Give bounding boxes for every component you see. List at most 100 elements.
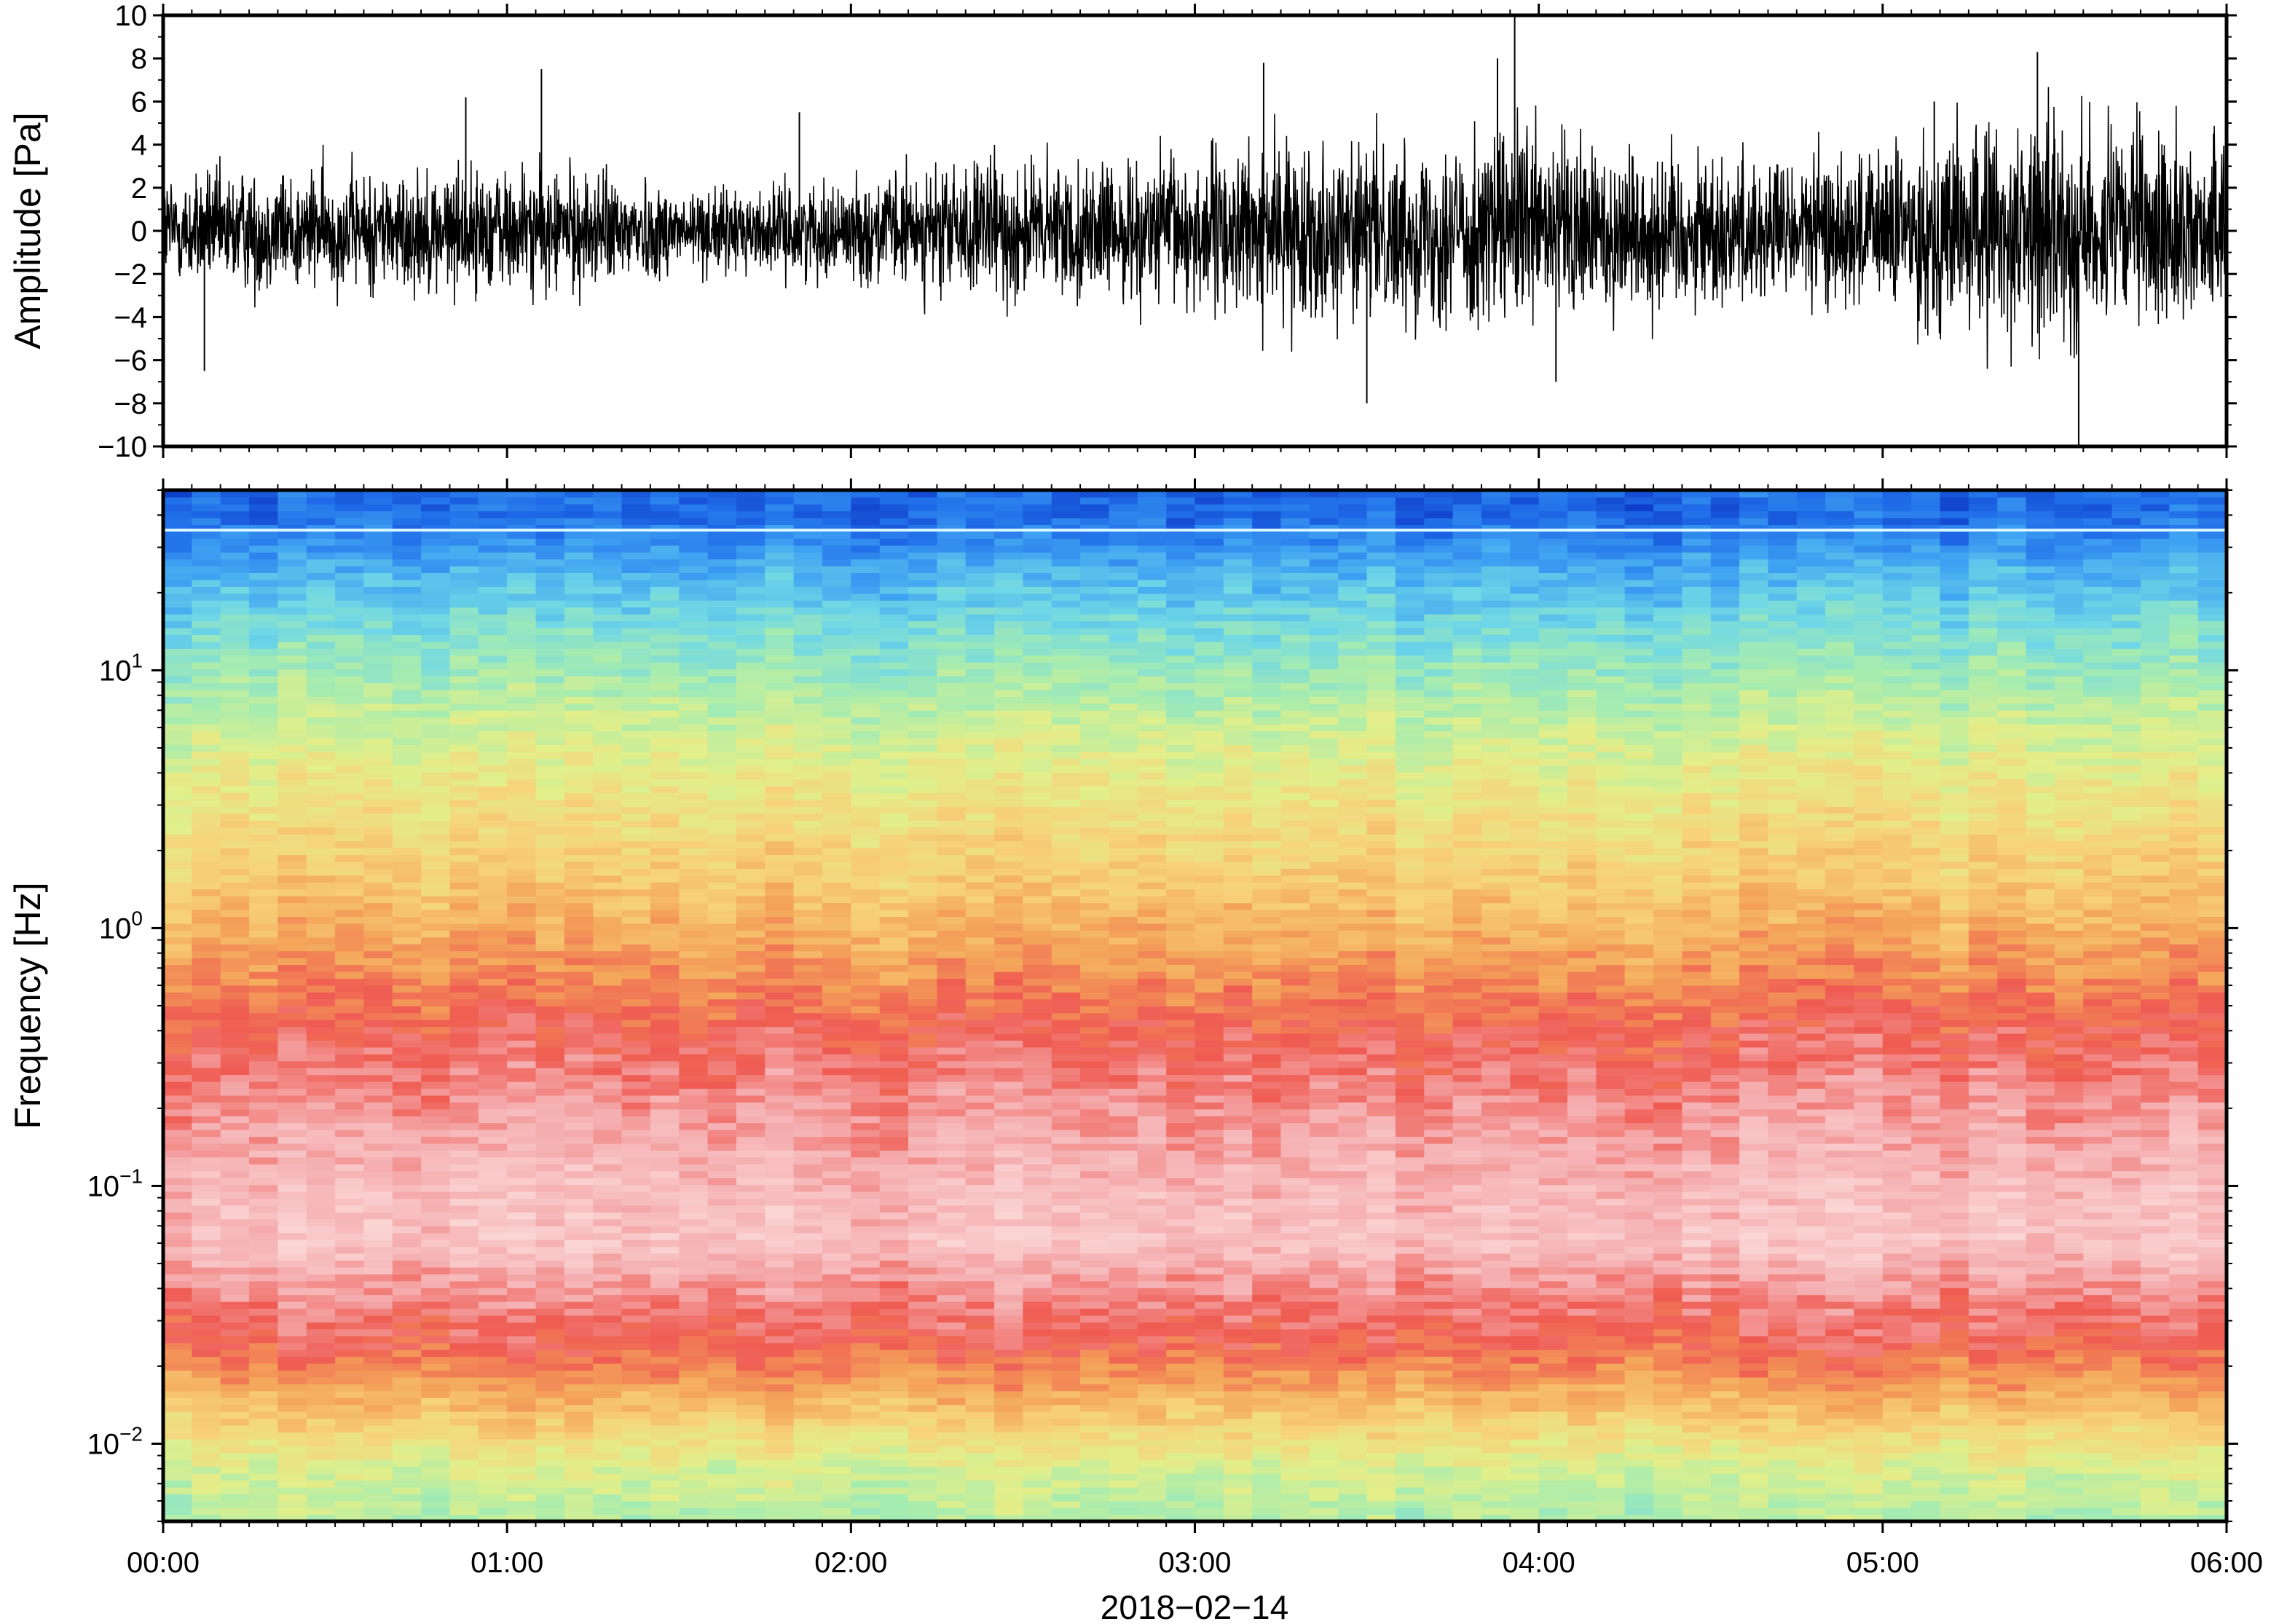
spectrogram-cell: [650, 1191, 680, 1199]
spectrogram-cell: [249, 710, 279, 718]
spectrogram-cell: [1023, 737, 1052, 745]
spectrogram-cell: [507, 799, 537, 807]
spectrogram-cell: [736, 882, 765, 890]
spectrogram-cell: [478, 1102, 508, 1110]
spectrogram-cell: [621, 1074, 651, 1082]
spectrogram-cell: [650, 1390, 680, 1398]
spectrogram-cell: [449, 1404, 479, 1412]
spectrogram-cell: [535, 1095, 565, 1103]
spectrogram-cell: [965, 923, 995, 931]
spectrogram-cell: [363, 730, 393, 738]
spectrogram-cell: [707, 1466, 737, 1474]
spectrogram-cell: [507, 1122, 537, 1130]
spectrogram-cell: [192, 511, 221, 519]
spectrogram-cell: [449, 730, 479, 738]
spectrogram-cell: [163, 1390, 193, 1398]
spectrogram-cell: [736, 552, 765, 560]
spectrogram-cell: [765, 1288, 795, 1296]
spectrogram-cell: [507, 524, 537, 532]
spectrogram-cell: [765, 586, 795, 594]
spectrogram-cell: [335, 1108, 365, 1116]
spectrogram-cell: [851, 1328, 881, 1336]
spectrogram-cell: [564, 1143, 594, 1151]
spectrogram-cell: [421, 792, 451, 800]
spectrogram-cell: [421, 916, 451, 924]
spectrogram-cell: [650, 1184, 680, 1192]
spectrogram-cell: [994, 1129, 1024, 1138]
spectrogram-cell: [335, 868, 365, 876]
spectrogram-cell: [507, 1398, 537, 1406]
spectrogram-cell: [306, 1218, 336, 1226]
spectrogram-cell: [249, 1184, 279, 1192]
spectrogram-cell: [363, 620, 393, 628]
spectrogram-cell: [851, 675, 881, 684]
spectrogram-cell: [879, 1342, 909, 1350]
spectrogram-cell: [363, 1446, 393, 1454]
spectrogram-cell: [994, 1514, 1024, 1521]
spectrogram-cell: [765, 1150, 795, 1158]
spectrogram-cell: [163, 579, 193, 587]
spectrogram-cell: [1023, 1288, 1052, 1296]
spectrogram-cell: [306, 703, 336, 711]
spectrogram-cell: [163, 813, 193, 821]
spectrogram-cell: [593, 992, 623, 1000]
spectrogram-cell: [535, 1424, 565, 1432]
spectrogram-cell: [736, 909, 765, 917]
spectrogram-cell: [1051, 998, 1081, 1006]
spectrogram-cell: [220, 772, 250, 780]
spectrogram-cell: [449, 1068, 479, 1076]
spectrogram-cell: [1051, 1336, 1081, 1344]
spectrogram-cell: [535, 1418, 565, 1426]
spectrogram-cell: [306, 1246, 336, 1254]
spectrogram-cell: [736, 1198, 765, 1206]
spectrogram-cell: [278, 772, 307, 780]
spectrogram-cell: [478, 978, 508, 986]
spectrogram-cell: [306, 1294, 336, 1302]
spectrogram-cell: [306, 1006, 336, 1014]
spectrogram-cell: [478, 1088, 508, 1096]
spectrogram-cell: [421, 1218, 451, 1226]
spectrogram-cell: [449, 1060, 479, 1068]
spectrogram-cell: [192, 579, 221, 587]
spectrogram-cell: [851, 724, 881, 732]
spectrogram-cell: [908, 744, 938, 752]
spectrogram-cell: [765, 1088, 795, 1096]
spectrogram-cell: [478, 875, 508, 883]
spectrogram-cell: [478, 1432, 508, 1440]
spectrogram-cell: [793, 511, 823, 519]
spectrogram-cell: [278, 1033, 307, 1041]
spectrogram-cell: [994, 1301, 1024, 1309]
spectrogram-cell: [650, 896, 680, 904]
spectrogram-cell: [249, 1260, 279, 1268]
spectrogram-cell: [793, 1322, 823, 1330]
spectrogram-cell: [535, 1438, 565, 1446]
spectrogram-cell: [1023, 1074, 1052, 1082]
spectrogram-cell: [220, 785, 250, 794]
spectrogram-cell: [851, 1074, 881, 1082]
spectrogram-cell: [363, 868, 393, 876]
spectrogram-cell: [1051, 916, 1081, 924]
spectrogram-cell: [335, 957, 365, 966]
spectrogram-cell: [650, 1129, 680, 1138]
spectrogram-cell: [593, 1424, 623, 1432]
spectrogram-cell: [707, 1328, 737, 1336]
spectrogram-cell: [851, 827, 881, 835]
spectrogram-cell: [994, 1019, 1024, 1028]
spectrogram-cell: [965, 854, 995, 862]
spectrogram-cell: [363, 937, 393, 945]
spectrogram-cell: [363, 1336, 393, 1344]
spectrogram-cell: [507, 847, 537, 856]
spectrogram-cell: [478, 1486, 508, 1494]
spectrogram-cell: [249, 1363, 279, 1371]
spectrogram-cell: [306, 1280, 336, 1288]
spectrogram-cell: [879, 1102, 909, 1110]
spectrogram-cell: [765, 840, 795, 848]
spectrogram-cell: [220, 648, 250, 656]
spectrogram-cell: [306, 1232, 336, 1240]
spectrogram-cell: [621, 1033, 651, 1041]
spectrogram-cell: [765, 1081, 795, 1089]
spectrogram-cell: [306, 1156, 336, 1164]
spectrogram-cell: [822, 1349, 852, 1357]
spectrogram-cell: [220, 655, 250, 663]
spectrogram-cell: [879, 1301, 909, 1309]
